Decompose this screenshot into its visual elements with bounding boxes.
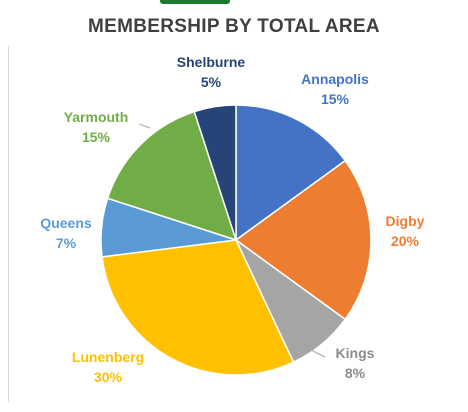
slice-value-annapolis: 15% xyxy=(321,91,350,107)
slice-value-digby: 20% xyxy=(391,233,420,249)
left-border xyxy=(8,46,9,402)
leader-line-yarmouth xyxy=(138,123,151,129)
slice-label-queens: Queens xyxy=(40,215,92,231)
slice-label-digby: Digby xyxy=(386,213,425,229)
slice-value-yarmouth: 15% xyxy=(82,129,111,145)
slice-value-lunenberg: 30% xyxy=(94,369,123,385)
slice-label-shelburne: Shelburne xyxy=(177,54,246,70)
slice-label-kings: Kings xyxy=(336,345,375,361)
chart-title: MEMBERSHIP BY TOTAL AREA xyxy=(88,16,380,37)
pie-slice-lunenberg xyxy=(101,239,295,376)
slice-label-annapolis: Annapolis xyxy=(301,71,369,87)
pie-slice-digby xyxy=(234,159,372,321)
slice-value-queens: 7% xyxy=(56,235,77,251)
slice-value-kings: 8% xyxy=(345,365,366,381)
slice-value-shelburne: 5% xyxy=(201,74,222,90)
pie-slice-annapolis xyxy=(235,104,347,242)
pie-slice-yarmouth xyxy=(106,110,238,242)
top-accent-bar xyxy=(0,0,468,6)
pie-slice-shelburne xyxy=(193,104,237,241)
leader-line-kings xyxy=(304,346,326,358)
slice-label-yarmouth: Yarmouth xyxy=(64,109,129,125)
slice-label-lunenberg: Lunenberg xyxy=(72,349,144,365)
